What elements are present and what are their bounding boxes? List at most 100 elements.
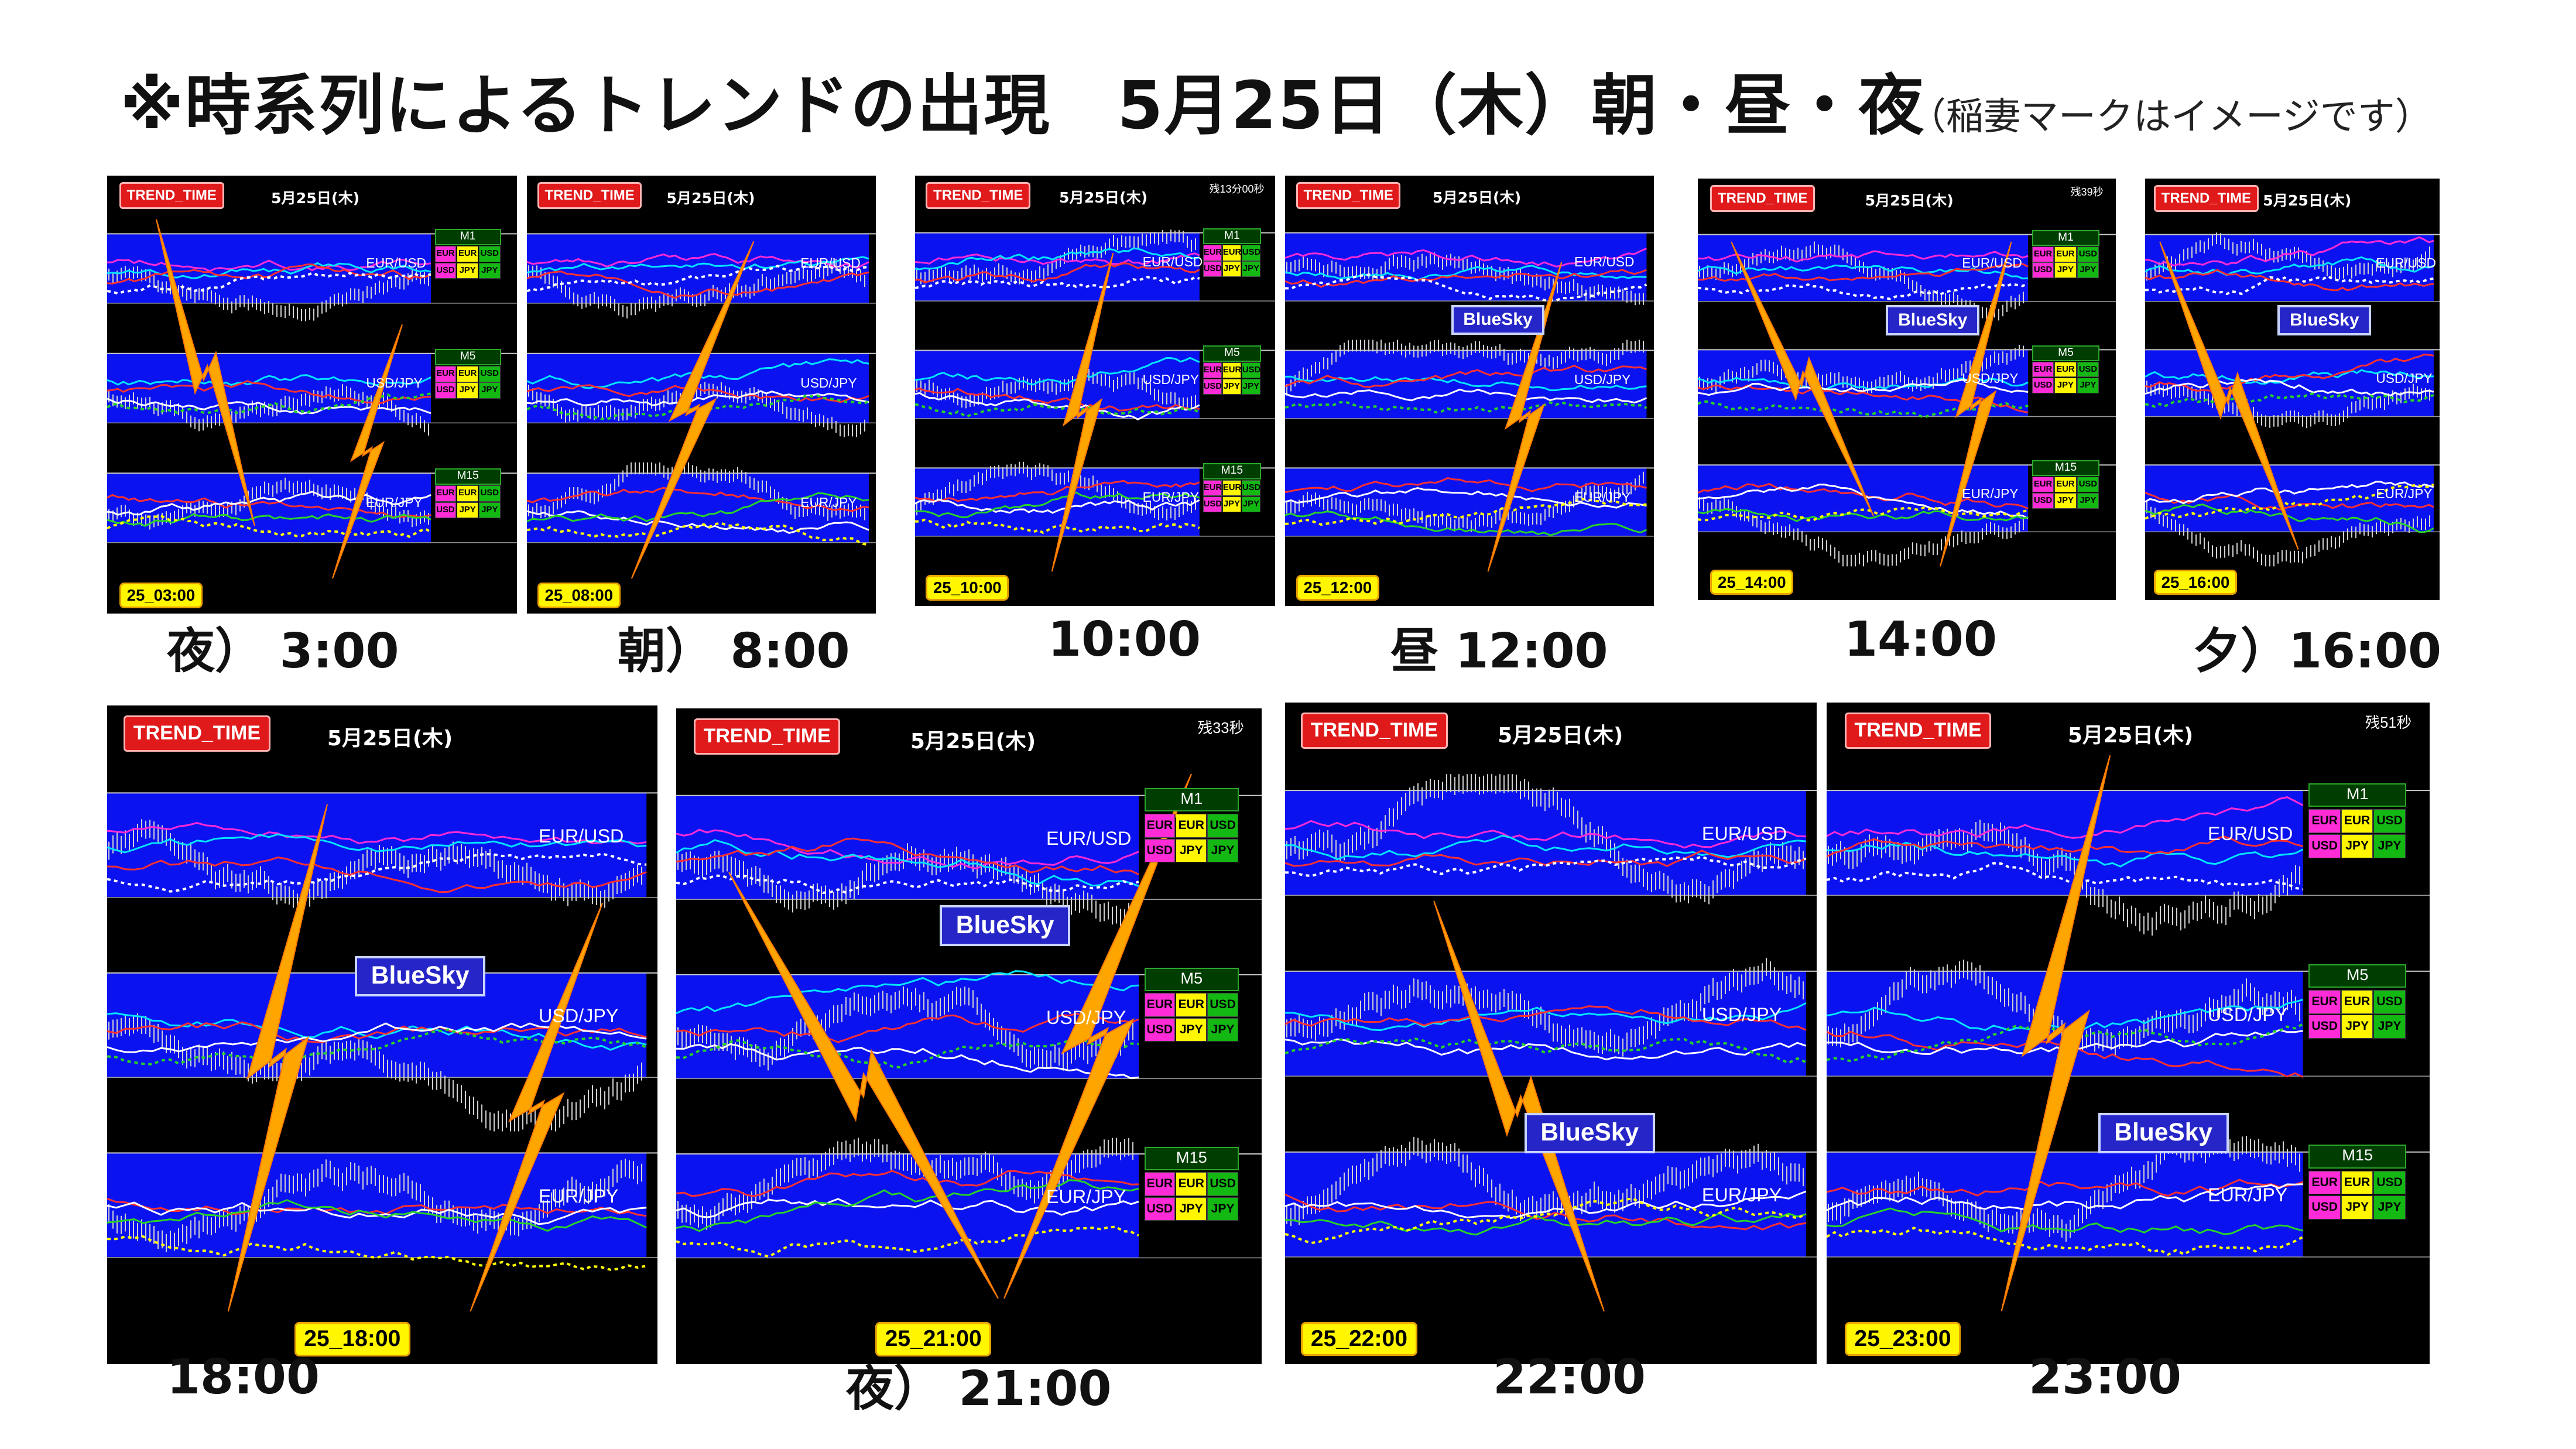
indicator-cell: USD [2032,492,2054,509]
indicator-cell: USD [2308,1015,2341,1039]
moving-average-line [107,856,647,893]
moving-average-line [915,498,1200,514]
indicator-cell: EUR [1144,814,1176,838]
moving-average-line [1285,1038,1807,1061]
chart-panel: TREND_TIME 5月25日(木) EUR/USD USD/JPY EUR/JPY B… [2145,179,2440,600]
chart-panel: TREND_TIME 5月25日(木) EUR/USD USD/JPY EUR/JPY B… [1285,176,1654,606]
indicator-cell: JPY [1222,379,1241,395]
indicator-cell: JPY [1207,1018,1238,1042]
pair-label: USD/JPY [538,1005,619,1027]
indicator-cell: EUR [1222,480,1241,496]
moving-average-line [915,247,1200,270]
indicator-cell: EUR [457,246,478,263]
pair-label: EUR/JPY [366,495,423,511]
indicator-cell: USD [479,365,501,382]
indicator-cell: JPY [2077,377,2099,393]
trend-time-badge: TREND_TIME [2154,184,2259,212]
date-header: 5月25日(木) [910,729,1036,753]
pair-label: EUR/USD [2376,255,2436,271]
moving-average-line [915,262,1200,283]
moving-average-line [527,265,869,293]
pair-label: EUR/USD [800,255,861,271]
trend-time-badge: TREND_TIME [926,182,1030,210]
chart-canvas [915,229,1275,572]
chart-canvas [1827,755,2430,1311]
indicator-cell: USD [479,485,501,502]
moving-average-line [2145,269,2434,292]
indicator-cell: USD [2032,377,2054,393]
time-caption: 朝） 8:00 [618,624,850,679]
moving-average-line [1827,1207,2304,1235]
moving-average-line [676,1012,1139,1043]
indicator-cell: USD [1144,1197,1176,1221]
lightning-bolt [1487,261,1563,572]
pair-label: USD/JPY [1962,370,2019,386]
moving-average-line [1698,264,2029,280]
moving-average-line [1285,1037,1807,1064]
indicator-cell: EUR [457,485,478,502]
trend-time-badge: TREND_TIME [1844,712,1992,749]
chart-band [107,234,431,303]
indicator-cell: USD [1207,993,1238,1017]
indicator-cell: USD [2373,1170,2406,1195]
indicator-cell: USD [434,262,457,279]
indicator-cell: USD [434,382,457,399]
pair-label: EUR/JPY [800,495,857,511]
indicator-box-m5: M5 EUR EUR USD USD JPY JPY [434,348,501,399]
chart-band [1827,1152,2303,1257]
pair-label: EUR/JPY [1046,1186,1126,1208]
date-header: 5月25日(木) [271,189,360,207]
chart-canvas [1698,234,2116,567]
moving-average-line [1285,849,1807,868]
pair-label: EUR/JPY [538,1185,619,1207]
moving-average-line [1285,364,1647,388]
moving-average-line [527,256,869,274]
indicator-cell: USD [2308,1195,2341,1220]
moving-average-line [676,1225,1139,1258]
moving-average-line [2145,275,2434,296]
chart-panel: TREND_TIME 5月25日(木) 残33秒 EUR/USD USD/JPY EUR/… [676,708,1262,1364]
indicator-cell: EUR [2054,361,2077,378]
indicator-cell: EUR [1203,245,1222,261]
moving-average-line [107,494,431,518]
remaining-time: 残51秒 [2365,714,2412,731]
moving-average-line [1285,477,1647,494]
time-caption: 10:00 [1048,612,1201,667]
chart-panel: TREND_TIME 5月25日(木) 残13分00秒 EUR/USD USD/JPY E… [915,176,1275,606]
indicator-cell: EUR [2308,989,2341,1014]
indicator-cell: EUR [457,365,478,382]
indicator-cell: EUR [1144,993,1176,1017]
candles [916,369,1196,410]
candles [528,258,865,318]
indicator-cell: JPY [2077,492,2099,509]
candles [1699,496,2024,567]
moving-average-line [527,492,869,522]
indicator-cell: JPY [2373,834,2406,858]
date-header: 5月25日(木) [666,189,755,207]
moving-average-line [915,403,1200,418]
chart-panel: TREND_TIME 5月25日(木) 残51秒 EUR/USD USD/JPY EUR/… [1827,703,2430,1364]
moving-average-line [1827,841,2304,868]
indicator-cell: JPY [1241,496,1260,513]
indicator-cell: EUR [2341,809,2373,833]
date-header: 5月25日(木) [2263,192,2352,209]
pair-label: USD/JPY [1046,1006,1126,1028]
moving-average-line [2145,392,2434,408]
moving-average-line [107,1199,647,1232]
chart-canvas [1285,774,1817,1311]
moving-average-line [1698,508,2029,522]
chart-panel: TREND_TIME 5月25日(木) EUR/USD USD/JPY EUR/JPY M… [107,176,517,614]
moving-average-line [915,388,1200,412]
trend-time-badge: TREND_TIME [124,715,270,752]
trend-time-badge: TREND_TIME [1710,184,1815,212]
moving-average-line [527,522,869,546]
time-caption: 夕）16:00 [2193,624,2442,679]
indicator-box-m1: M1 EUR EUR USD USD JPY JPY [2308,783,2406,859]
indicator-box-m15: M15 EUR EUR USD USD JPY JPY [1203,463,1261,513]
indicator-cell: JPY [457,262,478,279]
pair-label: USD/JPY [1701,1003,1782,1025]
indicator-cell: JPY [1241,261,1260,278]
remaining-time: 残39秒 [2070,186,2104,198]
moving-average-line [1285,511,1647,536]
time-label: 25_18:00 [294,1322,410,1356]
